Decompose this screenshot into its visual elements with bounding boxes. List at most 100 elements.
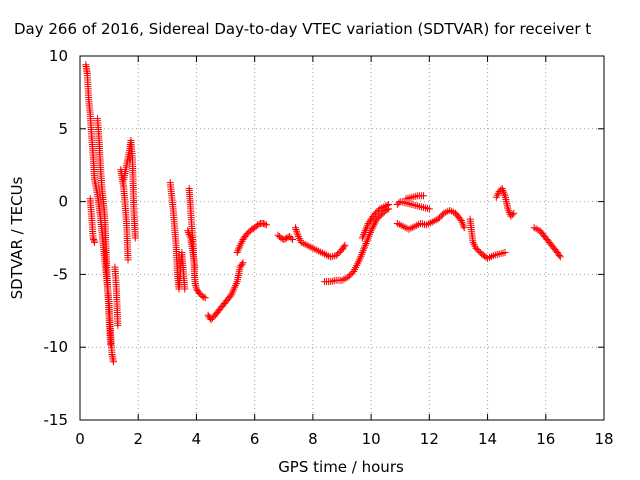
data-point (332, 251, 340, 259)
data-point (359, 247, 367, 255)
y-axis-label: SDTVAR / TECUs (8, 176, 26, 299)
x-tick-label: 6 (250, 430, 260, 448)
data-point (254, 221, 262, 229)
x-tick-label: 10 (362, 430, 381, 448)
data-point (235, 243, 243, 251)
data-point (293, 227, 301, 235)
data-point (510, 209, 518, 217)
data-point (377, 211, 385, 219)
data-point (458, 218, 466, 226)
data-point (195, 289, 203, 297)
data-point (393, 201, 401, 209)
data-point (200, 293, 208, 301)
data-point (379, 209, 387, 217)
axis-ticks: 0 2 4 6 8 10 12 14 16 18 -15 -10 -5 0 5 10 (44, 47, 614, 448)
data-point (360, 245, 368, 253)
data-point (460, 222, 468, 230)
data-point (239, 259, 247, 267)
x-tick-label: 14 (478, 430, 497, 448)
data-point (294, 231, 302, 239)
data-point (508, 211, 516, 219)
data-point (504, 205, 512, 213)
data-point (262, 221, 270, 229)
data-point (245, 228, 253, 236)
data-point (131, 234, 139, 242)
data-point (376, 212, 384, 220)
x-tick-label: 2 (133, 430, 143, 448)
data-point (437, 212, 445, 220)
data-point (505, 207, 513, 215)
data-point (344, 273, 352, 281)
data-point (371, 209, 379, 217)
data-point (234, 247, 242, 255)
data-point (357, 252, 365, 260)
x-tick-label: 4 (192, 430, 202, 448)
data-point (356, 254, 364, 262)
data-point (281, 235, 289, 243)
data-point (475, 247, 483, 255)
data-point (555, 251, 563, 259)
x-axis-label: GPS time / hours (278, 458, 404, 476)
y-tick-label: -10 (44, 338, 69, 356)
grid-lines (80, 56, 604, 420)
data-point (360, 230, 368, 238)
data-point (425, 205, 433, 213)
data-point (207, 316, 215, 324)
y-tick-label: -5 (53, 265, 68, 283)
data-point (501, 249, 509, 257)
data-point (345, 272, 353, 280)
data-point (340, 275, 348, 283)
x-tick-label: 8 (308, 430, 318, 448)
data-point (499, 186, 507, 194)
data-point (124, 256, 132, 264)
data-point (358, 250, 366, 258)
data-point (420, 192, 428, 200)
data-point (362, 239, 370, 247)
x-tick-label: 16 (536, 430, 555, 448)
data-point (109, 358, 117, 366)
data-point (374, 214, 382, 222)
data-point (274, 231, 282, 239)
data-point (198, 292, 206, 300)
data-point (361, 227, 369, 235)
data-point (107, 340, 115, 348)
data-point (91, 238, 99, 246)
x-tick-label: 0 (75, 430, 85, 448)
data-point (473, 246, 481, 254)
data-point (184, 229, 192, 237)
x-tick-label: 18 (594, 430, 613, 448)
data-point (287, 234, 295, 242)
data-point (385, 201, 393, 209)
data-point (251, 224, 259, 232)
y-tick-label: 10 (49, 47, 68, 65)
data-point (472, 244, 480, 252)
data-point (201, 294, 209, 302)
data-point (498, 184, 506, 192)
plot-frame (79, 55, 605, 421)
data-point (495, 187, 503, 195)
data-point (114, 321, 122, 329)
data-point (293, 229, 301, 237)
data-point (362, 225, 370, 233)
y-tick-label: 0 (58, 193, 68, 211)
data-point (335, 249, 343, 257)
data-point (292, 226, 300, 234)
data-point (493, 191, 501, 199)
data-point (436, 214, 444, 222)
data-point (532, 225, 540, 233)
data-point (370, 211, 378, 219)
data-point (470, 240, 478, 248)
data-point (363, 236, 371, 244)
data-point (460, 224, 468, 232)
data-point (556, 253, 564, 261)
data-point (457, 217, 465, 225)
data-point (347, 270, 355, 278)
data-point (359, 232, 367, 240)
data-point (507, 212, 515, 220)
data-point (334, 250, 342, 258)
data-point (340, 243, 348, 251)
chart-title: Day 266 of 2016, Sidereal Day-to-day VTE… (14, 20, 591, 38)
data-point (341, 241, 349, 249)
data-point (181, 285, 189, 293)
